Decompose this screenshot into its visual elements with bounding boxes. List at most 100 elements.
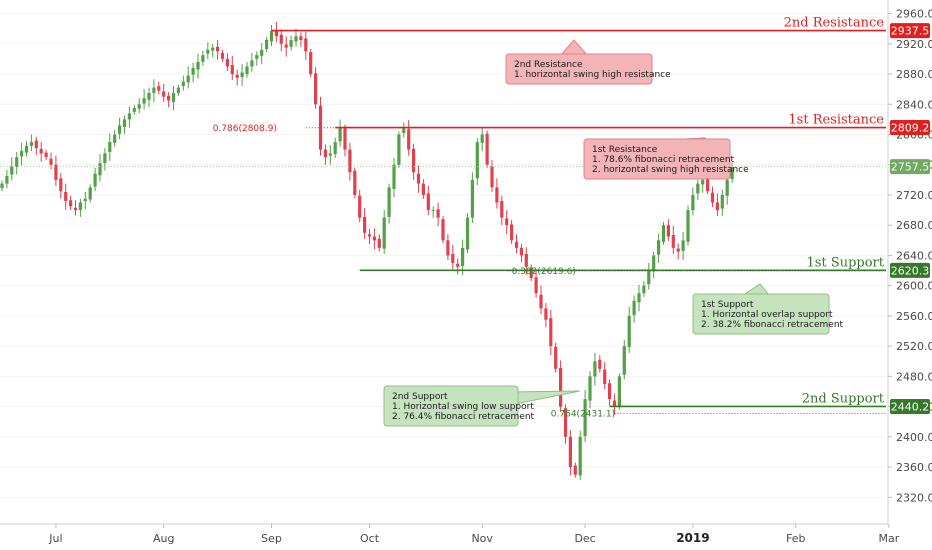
candle xyxy=(402,122,406,138)
candle-body xyxy=(524,253,528,267)
badge-res2-value: 2937.5 xyxy=(891,25,930,38)
candle-body xyxy=(583,399,587,437)
candle-body xyxy=(73,207,78,211)
candle xyxy=(534,271,538,298)
candle xyxy=(412,143,416,180)
price-axis-tick-label: 2880.0 xyxy=(896,68,932,81)
price-axis-tick-label: 2640.0 xyxy=(896,249,932,262)
time-axis-tick-label: Jul xyxy=(48,532,62,545)
candle xyxy=(265,36,269,53)
candle-body xyxy=(529,267,533,279)
candle xyxy=(441,216,445,244)
candle-body xyxy=(44,152,48,158)
candle xyxy=(392,157,396,198)
candle xyxy=(206,42,210,59)
candle-body xyxy=(549,318,553,347)
candle xyxy=(461,239,465,276)
candle xyxy=(622,340,626,380)
candle xyxy=(142,89,146,110)
candle-body xyxy=(461,247,465,267)
candle xyxy=(196,53,200,79)
candle-body xyxy=(402,128,406,133)
note-box xyxy=(383,385,519,427)
candle-body xyxy=(725,179,729,196)
candle-body xyxy=(441,219,445,241)
candle xyxy=(318,96,323,156)
candle-body xyxy=(642,285,646,294)
candle-body xyxy=(279,34,283,44)
candle xyxy=(88,184,92,203)
candle xyxy=(343,124,347,157)
price-axis-tick-label: 2480.0 xyxy=(896,370,932,383)
time-axis-tick-label: Mar xyxy=(879,532,900,545)
candle-body xyxy=(216,46,220,52)
candle-body xyxy=(230,64,234,75)
candle-body xyxy=(54,164,58,180)
note-line: 2. horizontal swing high resistance xyxy=(592,165,749,175)
fib-label: 0.764(2431.1) xyxy=(551,409,615,419)
candles xyxy=(0,21,734,480)
candle xyxy=(333,137,337,158)
badge-sup1-value: 2620.3 xyxy=(891,264,930,277)
candle-body xyxy=(122,119,127,127)
candle xyxy=(181,75,185,91)
candle-body xyxy=(353,170,357,195)
candle-body xyxy=(142,98,146,104)
candle-body xyxy=(666,225,670,237)
candle-body xyxy=(284,44,288,48)
candle-body xyxy=(431,210,435,212)
candle xyxy=(652,251,656,279)
candle xyxy=(407,120,411,156)
badge-res1-value: 2809.2 xyxy=(891,122,930,135)
candle-body xyxy=(490,166,494,188)
candle xyxy=(720,189,724,217)
candle xyxy=(377,234,381,252)
candle xyxy=(554,342,558,373)
candle-body xyxy=(0,183,4,189)
candle xyxy=(578,430,582,480)
candle-body xyxy=(88,187,92,200)
candle xyxy=(647,263,651,290)
candle-body xyxy=(436,209,440,218)
candle-body xyxy=(250,60,254,67)
candle-body xyxy=(563,408,568,437)
candle-body xyxy=(15,157,19,168)
candle-body xyxy=(294,36,298,42)
candle-body xyxy=(20,151,24,157)
candle-body xyxy=(622,346,626,375)
candle xyxy=(20,142,24,166)
candle xyxy=(240,64,244,87)
candle-body xyxy=(510,224,514,241)
candle-body xyxy=(157,86,161,91)
candle xyxy=(470,172,474,223)
candle-body xyxy=(593,361,597,377)
candle xyxy=(456,258,460,275)
time-axis[interactable]: JulAugSepOctNovDec2019FebMar18 xyxy=(48,524,932,545)
candle xyxy=(309,49,313,78)
candle xyxy=(529,264,533,282)
candle xyxy=(255,51,259,66)
candle xyxy=(289,35,293,51)
candle xyxy=(603,362,607,390)
time-axis-tick-label: Sep xyxy=(261,532,282,545)
candle-body xyxy=(657,240,661,255)
candle-body xyxy=(691,194,695,211)
candle-body xyxy=(514,241,519,248)
candle-body xyxy=(465,217,470,250)
candle xyxy=(490,160,494,192)
candle xyxy=(696,179,700,201)
candle xyxy=(559,360,563,412)
candle-body xyxy=(323,149,327,158)
candle-body xyxy=(652,255,656,272)
candle xyxy=(505,210,509,235)
candle-body xyxy=(186,75,190,83)
candle xyxy=(642,281,646,298)
candle-body xyxy=(456,263,460,267)
candle xyxy=(661,222,666,245)
